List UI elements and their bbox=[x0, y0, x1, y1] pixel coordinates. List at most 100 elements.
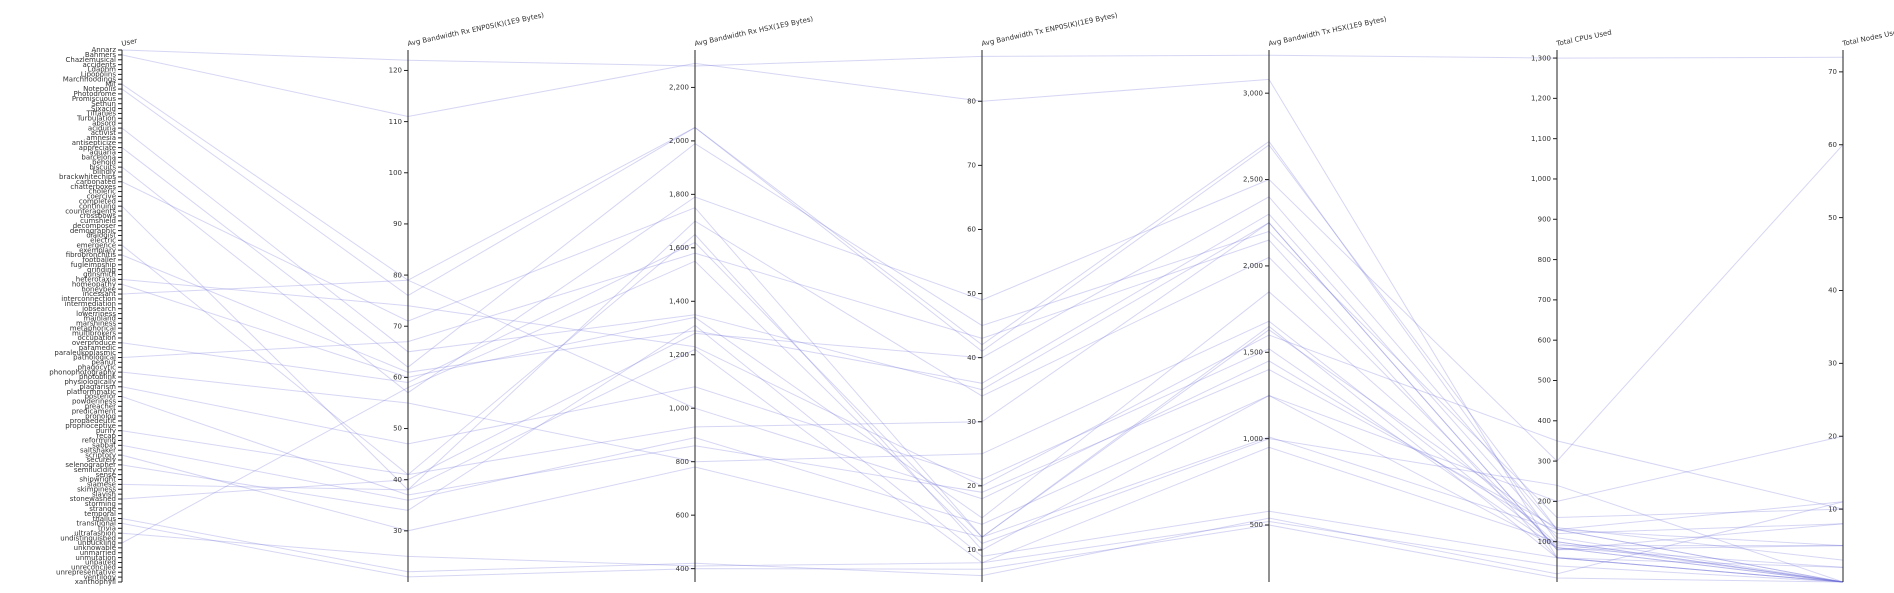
tick-label: interconnection bbox=[61, 295, 116, 303]
tick-label: 600 bbox=[676, 511, 689, 519]
tick-label: strange bbox=[89, 505, 116, 513]
tick-label: photoblink bbox=[79, 373, 117, 381]
axis-title: Avg Bandwidth Rx HSX(1E9 Bytes) bbox=[694, 15, 814, 48]
tick-label: shipwright bbox=[79, 476, 116, 484]
tick-label: xanthophyll bbox=[75, 578, 116, 586]
tick-label: Tiffanies bbox=[86, 110, 117, 118]
tick-label: 2,200 bbox=[669, 84, 689, 92]
tick-label: coercive bbox=[87, 193, 116, 201]
tick-label: cumshield bbox=[80, 217, 116, 225]
tick-label: behold bbox=[92, 158, 116, 166]
tick-label: 100 bbox=[389, 169, 402, 177]
tick-label: unknowable bbox=[74, 544, 116, 552]
tick-label: 90 bbox=[393, 220, 402, 228]
tick-label: occupation bbox=[77, 334, 116, 342]
tick-label: barcelona bbox=[81, 154, 116, 162]
tick-label: unpaired bbox=[85, 559, 116, 567]
tick-label: skimpiness bbox=[77, 485, 116, 493]
tick-label: recap bbox=[96, 432, 116, 440]
tick-label: overproduce bbox=[72, 339, 116, 347]
tick-label: intermediation bbox=[65, 300, 116, 308]
tick-label: mainland bbox=[83, 315, 116, 323]
tick-label: heterotaxia bbox=[76, 276, 116, 284]
tick-label: storming bbox=[85, 500, 116, 508]
tick-label: aciduria bbox=[88, 124, 116, 132]
tick-label: 20 bbox=[967, 482, 976, 490]
tick-label: 800 bbox=[676, 458, 689, 466]
tick-label: carbonated bbox=[76, 178, 116, 186]
tick-label: lowerriness bbox=[76, 310, 116, 318]
tick-label: Lipopolins bbox=[81, 71, 117, 79]
tick-label: ventilogy bbox=[84, 573, 116, 581]
tick-label: 40 bbox=[393, 476, 402, 484]
tick-label: Sixacid bbox=[91, 105, 116, 113]
tick-label: pathological bbox=[73, 354, 116, 362]
axis-title: User bbox=[121, 37, 138, 48]
tick-label: chatterboxes bbox=[70, 183, 116, 191]
tick-label: 70 bbox=[967, 162, 976, 170]
tick-label: propaedeutic bbox=[70, 417, 116, 425]
tick-label: fibrobronchitis bbox=[66, 251, 117, 259]
tick-label: Promiscuous bbox=[72, 95, 117, 103]
tick-label: 80 bbox=[967, 97, 976, 105]
tick-label: 1,500 bbox=[1243, 348, 1263, 356]
tick-label: 60 bbox=[393, 374, 402, 382]
tick-label: semilucidity bbox=[74, 466, 116, 474]
tick-label: 300 bbox=[1538, 457, 1551, 465]
tick-label: metaphorical bbox=[70, 324, 116, 332]
tick-label: 2,500 bbox=[1243, 176, 1263, 184]
axis-avg-bandwidth-tx-hsx-1e9-bytes: 500 1,000 1,500 2,000 2,500 3,000 Avg Bandwidt… bbox=[1243, 15, 1388, 582]
tick-label: 80 bbox=[393, 271, 402, 279]
tick-label: Mit bbox=[105, 80, 116, 88]
tick-label: decomposer bbox=[73, 222, 116, 230]
tick-label: choleric bbox=[89, 188, 117, 196]
tick-label: predicament bbox=[72, 407, 117, 415]
tick-label: unmutation bbox=[75, 554, 116, 562]
axis-title: Avg Bandwidth Tx ENP0S(K)(1E9 Bytes) bbox=[981, 11, 1119, 48]
tick-label: 30 bbox=[1828, 360, 1837, 368]
tick-label: 110 bbox=[389, 118, 402, 126]
tick-label: 1,200 bbox=[669, 351, 689, 359]
tick-label: jobsearch bbox=[81, 305, 116, 313]
tick-label: exemplary bbox=[79, 246, 116, 254]
tick-label: 50 bbox=[967, 290, 976, 298]
tick-label: continuing bbox=[79, 202, 116, 210]
tick-label: proprioceptive bbox=[65, 422, 116, 430]
tick-label: transitional bbox=[76, 520, 116, 528]
tick-label: 100 bbox=[1538, 538, 1551, 546]
tick-label: brackwhitechips bbox=[59, 173, 116, 181]
tick-label: 400 bbox=[1538, 417, 1551, 425]
tick-label: thallus bbox=[93, 515, 117, 523]
tick-label: 600 bbox=[1538, 336, 1551, 344]
tick-label: 900 bbox=[1538, 215, 1551, 223]
tick-label: amnesia bbox=[86, 134, 116, 142]
tick-label: 50 bbox=[393, 425, 402, 433]
tick-label: gunsmith bbox=[83, 271, 116, 279]
tick-label: 1,600 bbox=[669, 244, 689, 252]
axis-total-nodes-used: 10 20 30 40 50 60 70 Total Nodes Used bbox=[1828, 28, 1894, 582]
tick-label: 1,000 bbox=[1531, 175, 1551, 183]
tick-label: multibrokers bbox=[72, 329, 116, 337]
tick-label: aquaria bbox=[89, 149, 116, 157]
axis-user: AnnarzBahmersChazlemusicalaccidentsLdaph… bbox=[49, 37, 138, 586]
tick-label: 1,200 bbox=[1531, 95, 1551, 103]
tick-label: emergence bbox=[76, 241, 116, 249]
tick-label: 10 bbox=[967, 546, 976, 554]
tick-label: 70 bbox=[1828, 68, 1837, 76]
tick-label: plagiarism bbox=[79, 383, 116, 391]
axis-title: Total Nodes Used bbox=[1841, 28, 1894, 49]
tick-label: 1,000 bbox=[669, 404, 689, 412]
tick-label: pronolog bbox=[85, 412, 116, 420]
tick-label: preacher bbox=[85, 402, 116, 410]
tick-label: securely bbox=[87, 456, 116, 464]
tick-label: unreconciled bbox=[71, 564, 116, 572]
tick-label: slavish bbox=[92, 490, 116, 498]
tick-label: platformmatic bbox=[67, 388, 117, 396]
tick-label: 500 bbox=[1538, 377, 1551, 385]
tick-label: 400 bbox=[676, 565, 689, 573]
tick-label: 1,000 bbox=[1243, 435, 1263, 443]
tick-label: footballer bbox=[82, 256, 116, 264]
tick-label: 40 bbox=[1828, 287, 1837, 295]
tick-label: posterior bbox=[85, 393, 117, 401]
